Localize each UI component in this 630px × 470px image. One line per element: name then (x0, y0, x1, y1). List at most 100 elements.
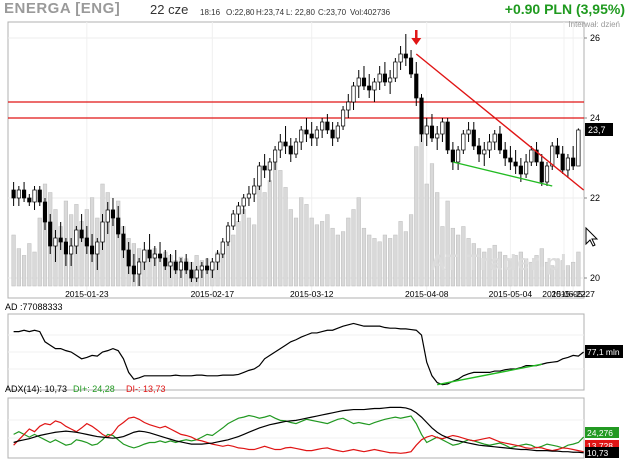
adx-title: ADX(14): 10,73 (5, 384, 67, 394)
volume-bar (565, 265, 571, 287)
di-minus-value-label: 13,728 (587, 441, 613, 451)
candle-body (27, 197, 32, 203)
candle-body (304, 129, 309, 135)
candle (456, 146, 461, 170)
volume-bar (544, 261, 550, 287)
candle (461, 130, 466, 154)
candle (69, 238, 74, 266)
volume-bar (299, 197, 304, 287)
volume-bar (27, 243, 32, 287)
candle-body (168, 261, 173, 267)
candle (100, 214, 105, 250)
price-change: +0.90 PLN (3,95%) (504, 1, 625, 17)
candle (429, 114, 435, 142)
volume-bar (388, 238, 393, 287)
volume-bar (503, 255, 508, 287)
candle (95, 238, 100, 270)
candle (544, 162, 550, 186)
volume-bar (382, 234, 387, 287)
candle-body (492, 133, 497, 143)
candle (492, 130, 497, 150)
candle-body (466, 129, 471, 135)
volume-bar (518, 251, 523, 287)
volume-bar (21, 255, 27, 287)
candle (382, 62, 387, 86)
volume-bar (325, 214, 330, 287)
volume-bar (508, 258, 513, 287)
candle-body (382, 73, 387, 83)
ad-title: AD :77088333 (5, 302, 63, 312)
candle (262, 154, 267, 178)
candle (205, 258, 210, 274)
candle-body (403, 53, 408, 59)
candle-body (471, 129, 476, 147)
price-tick-label: 24 (590, 113, 600, 123)
candle-body (11, 189, 16, 199)
candle-body (309, 133, 314, 139)
candle (435, 126, 440, 150)
candle (560, 146, 565, 174)
di-plus-value-label: 24,276 (587, 428, 613, 438)
candle (16, 186, 21, 206)
candle-body (246, 193, 252, 199)
ad-line (13, 322, 584, 386)
ad-last-value-box: 77,1 mln (585, 345, 623, 358)
candle-body (351, 85, 356, 103)
ad-value-label: 77,1 mln (587, 347, 620, 357)
quote-low: L: 22,80 (286, 8, 315, 17)
candle (116, 206, 121, 238)
candle (131, 254, 136, 282)
last-price-label: 23,7 (588, 125, 606, 135)
candle (524, 154, 529, 178)
volume-bar (293, 217, 299, 287)
candle-body (53, 237, 58, 247)
candle-body (356, 77, 361, 87)
candle (314, 126, 319, 146)
volume-bar (393, 234, 398, 287)
ad-lines (13, 322, 584, 386)
candle (288, 138, 293, 162)
candle-body (58, 237, 63, 243)
candle-body (74, 229, 79, 247)
di-minus-value-box (585, 440, 619, 451)
date-tick-label: 2015-04-08 (405, 289, 449, 299)
volume-bar (236, 221, 241, 287)
date-axis: 2015-01-23 2015-02-17 2015-03-12 2015-04-08… (65, 289, 595, 299)
candle-body (518, 165, 523, 175)
candle (241, 194, 246, 214)
candle-body (445, 121, 450, 151)
candle (273, 146, 278, 170)
candle (283, 126, 288, 154)
candle (32, 186, 37, 210)
candle-body (414, 73, 419, 99)
volume-bar (351, 209, 356, 287)
down-arrow-head-icon (411, 38, 422, 45)
candle-body (435, 133, 440, 139)
candle-body (79, 229, 84, 239)
candle (215, 250, 220, 270)
candles (11, 34, 581, 286)
volume-bar (252, 224, 257, 287)
volume-bar (11, 234, 16, 287)
candle (576, 128, 581, 167)
candle (121, 226, 126, 258)
candle-body (42, 201, 48, 223)
candle (565, 154, 571, 178)
candle-body (220, 241, 225, 255)
candle-body (21, 189, 27, 199)
volume-bar (246, 217, 252, 287)
ad-value-box (585, 345, 623, 358)
candle (126, 242, 131, 274)
date-tick-label: 2015-05-04 (489, 289, 533, 299)
candle (63, 238, 68, 266)
candle-body (105, 209, 110, 223)
adx-lines (13, 406, 585, 454)
watermark: AT Trader.pl (430, 250, 568, 275)
candle-body (361, 77, 367, 87)
candle-body (121, 233, 126, 251)
candle-body (424, 125, 429, 135)
volume-bar (105, 192, 110, 287)
volume-bar (42, 183, 48, 287)
